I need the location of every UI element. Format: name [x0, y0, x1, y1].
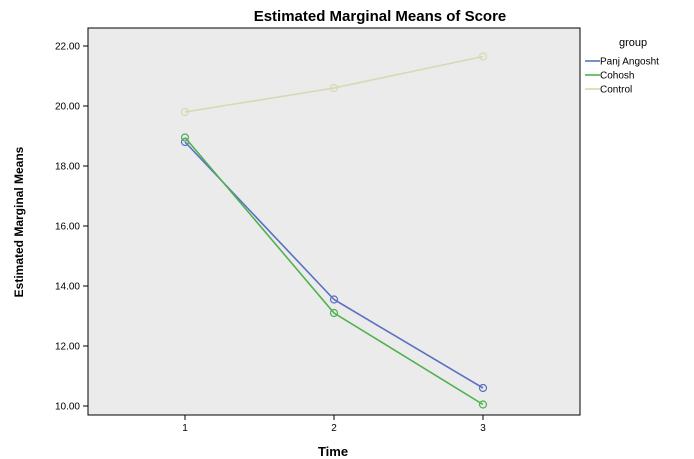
- series-layer: [180, 52, 488, 409]
- legend-label: Panj Angosht: [600, 57, 659, 68]
- data-point: [329, 83, 339, 93]
- x-tick-label: 1: [182, 423, 188, 434]
- series-line: [184, 55, 484, 113]
- y-tick-label: 18.00: [55, 162, 80, 173]
- y-tick-label: 12.00: [55, 342, 80, 353]
- data-point: [478, 400, 488, 409]
- y-tick-label: 20.00: [55, 102, 80, 113]
- y-tick-label: 22.00: [55, 42, 80, 53]
- x-axis-title: Time: [318, 444, 348, 459]
- y-axis-title: Estimated Marginal Means: [12, 146, 26, 297]
- series-line: [184, 136, 484, 406]
- legend-items: Panj Angosht Cohosh Control: [585, 57, 659, 96]
- data-point: [329, 295, 339, 304]
- chart-title: Estimated Marginal Means of Score: [254, 8, 507, 25]
- data-point: [329, 308, 339, 318]
- y-tick-label: 14.00: [55, 282, 80, 293]
- x-axis: 1 2 3: [182, 415, 486, 434]
- y-tick-label: 16.00: [55, 222, 80, 233]
- y-axis: 10.00 12.00 14.00 16.00 18.00 20.00 22.00: [55, 42, 88, 413]
- data-point: [478, 52, 488, 61]
- y-tick-label: 10.00: [55, 402, 80, 413]
- plot-area: [87, 27, 581, 416]
- x-tick-label: 3: [480, 423, 486, 434]
- legend-label: Cohosh: [600, 71, 634, 82]
- series-line: [184, 141, 484, 389]
- x-tick-label: 2: [331, 423, 337, 434]
- legend-label: Control: [600, 85, 632, 96]
- data-point: [478, 383, 488, 393]
- data-point: [180, 133, 190, 142]
- legend: group Panj Angosht Cohosh Control: [585, 37, 659, 96]
- data-point: [180, 107, 190, 117]
- legend-title: group: [619, 37, 647, 49]
